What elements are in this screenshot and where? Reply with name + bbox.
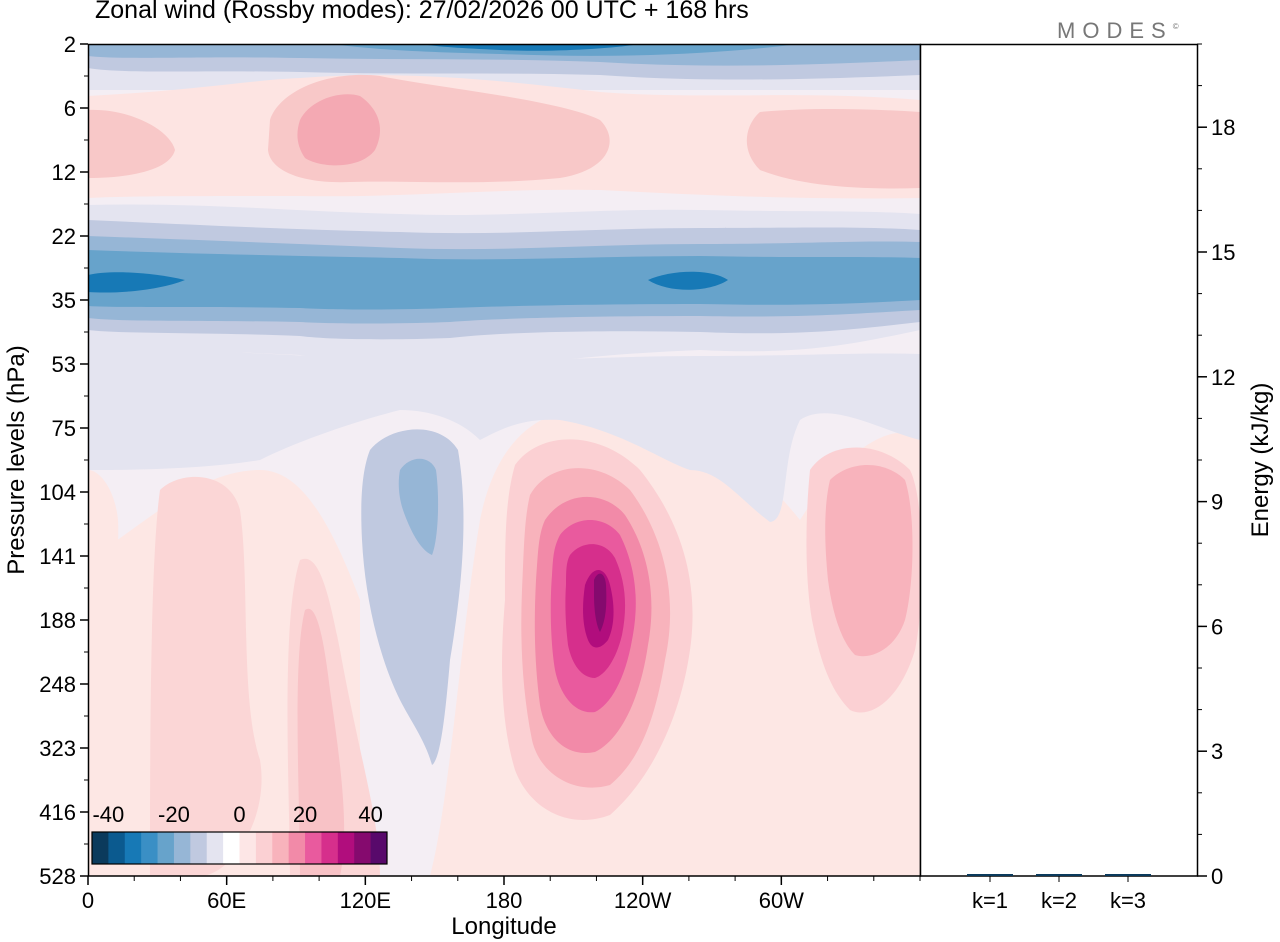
- energy-tick-label: 3: [1211, 739, 1223, 764]
- x-axis-label: Longitude: [451, 913, 556, 940]
- energy-category-label: k=1: [972, 888, 1008, 913]
- energy-axis: 0 3 6 9 12 15 18: [1197, 43, 1235, 889]
- westerly-max-7: [594, 573, 607, 632]
- colorbar-swatch: [288, 832, 306, 864]
- y-tick-label: 53: [52, 352, 76, 377]
- energy-tick-label: 18: [1211, 115, 1235, 140]
- mid-easterly-layer: [88, 345, 920, 522]
- lower-pink-region-3: [150, 476, 262, 876]
- energy-bar: [1036, 874, 1082, 876]
- east-westerly-2: [825, 465, 913, 657]
- colorbar-swatch: [173, 832, 191, 864]
- y-axis-label: Pressure levels (hPa): [3, 345, 30, 574]
- x-tick-label: 180: [486, 888, 523, 913]
- colorbar-label: -20: [158, 802, 190, 827]
- colorbar-swatch: [354, 832, 372, 864]
- energy-panel-frame: [919, 43, 1199, 877]
- y-tick-label: 75: [52, 416, 76, 441]
- lower-pink-streak-inner: [297, 608, 345, 876]
- pressure-axis: 2 6 12 22 35 53 75 104 141 188 248 323 416 528: [39, 32, 88, 889]
- colorbar: -40 -20 0 20 40: [91, 802, 388, 865]
- y-tick-label: 141: [39, 544, 76, 569]
- colorbar-label: 40: [358, 802, 382, 827]
- colorbar-swatch: [223, 832, 240, 864]
- colorbar-swatch: [255, 832, 273, 864]
- x-tick-label: 120E: [340, 888, 391, 913]
- colorbar-swatch: [337, 832, 355, 864]
- colorbar-swatch: [206, 832, 224, 864]
- y-tick-label: 35: [52, 288, 76, 313]
- colorbar-swatch: [321, 832, 339, 864]
- west-edge-pink: [88, 470, 119, 710]
- energy-tick-label: 12: [1211, 365, 1235, 390]
- energy-bar: [967, 874, 1013, 876]
- y-tick-label: 12: [52, 160, 76, 185]
- colorbar-swatch: [272, 832, 290, 864]
- y-tick-label: 528: [39, 864, 76, 889]
- colorbar-label: 0: [233, 802, 245, 827]
- colorbar-swatch: [157, 832, 175, 864]
- contour-field: [88, 44, 920, 876]
- y-tick-label: 104: [39, 480, 76, 505]
- westerly-band-inner: [88, 74, 920, 189]
- colorbar-swatch: [370, 832, 388, 864]
- easterly-core-east: [648, 271, 728, 290]
- energy-tick-label: 9: [1211, 490, 1223, 515]
- longitude-axis: 0 60E 120E 180 120W 60W: [82, 876, 921, 913]
- x-tick-label: 60E: [207, 888, 246, 913]
- x-tick-label: 60W: [759, 888, 804, 913]
- colorbar-swatch: [108, 832, 126, 864]
- energy-bars: k=1 k=2 k=3: [967, 874, 1151, 913]
- westerly-core: [297, 94, 380, 166]
- colorbar-swatch: [239, 832, 257, 864]
- x-tick-label: 120W: [614, 888, 672, 913]
- colorbar-frame: [91, 831, 388, 865]
- colorbar-swatch: [92, 832, 109, 864]
- energy-category-label: k=2: [1041, 888, 1077, 913]
- colorbar-swatch: [190, 832, 208, 864]
- energy-category-label: k=3: [1110, 888, 1146, 913]
- y-tick-label: 6: [64, 96, 76, 121]
- energy-tick-label: 0: [1211, 864, 1223, 889]
- colorbar-label: 20: [293, 802, 317, 827]
- y-tick-label: 416: [39, 800, 76, 825]
- colorbar-swatch: [305, 832, 322, 864]
- easterly-tongue-core: [398, 458, 439, 555]
- energy-tick-label: 6: [1211, 614, 1223, 639]
- y-tick-label: 248: [39, 672, 76, 697]
- chart-title: Zonal wind (Rossby modes): 27/02/2026 00…: [95, 0, 749, 24]
- upper-easterly-band-4: [420, 44, 640, 51]
- colorbar-swatch: [141, 832, 159, 864]
- colorbar-label: -40: [92, 802, 124, 827]
- y-tick-label: 188: [39, 608, 76, 633]
- easterly-core-west: [88, 272, 185, 293]
- y-tick-label: 323: [39, 736, 76, 761]
- energy-bar: [1105, 874, 1151, 876]
- energy-tick-label: 15: [1211, 240, 1235, 265]
- easterly-jet-4: [88, 250, 920, 310]
- colorbar-swatch: [124, 832, 142, 864]
- y-tick-label: 22: [52, 224, 76, 249]
- energy-axis-label: Energy (kJ/kg): [1247, 383, 1274, 538]
- modes-logo: MODES©: [1057, 18, 1179, 43]
- x-tick-label: 0: [82, 888, 94, 913]
- y-tick-label: 2: [64, 32, 76, 57]
